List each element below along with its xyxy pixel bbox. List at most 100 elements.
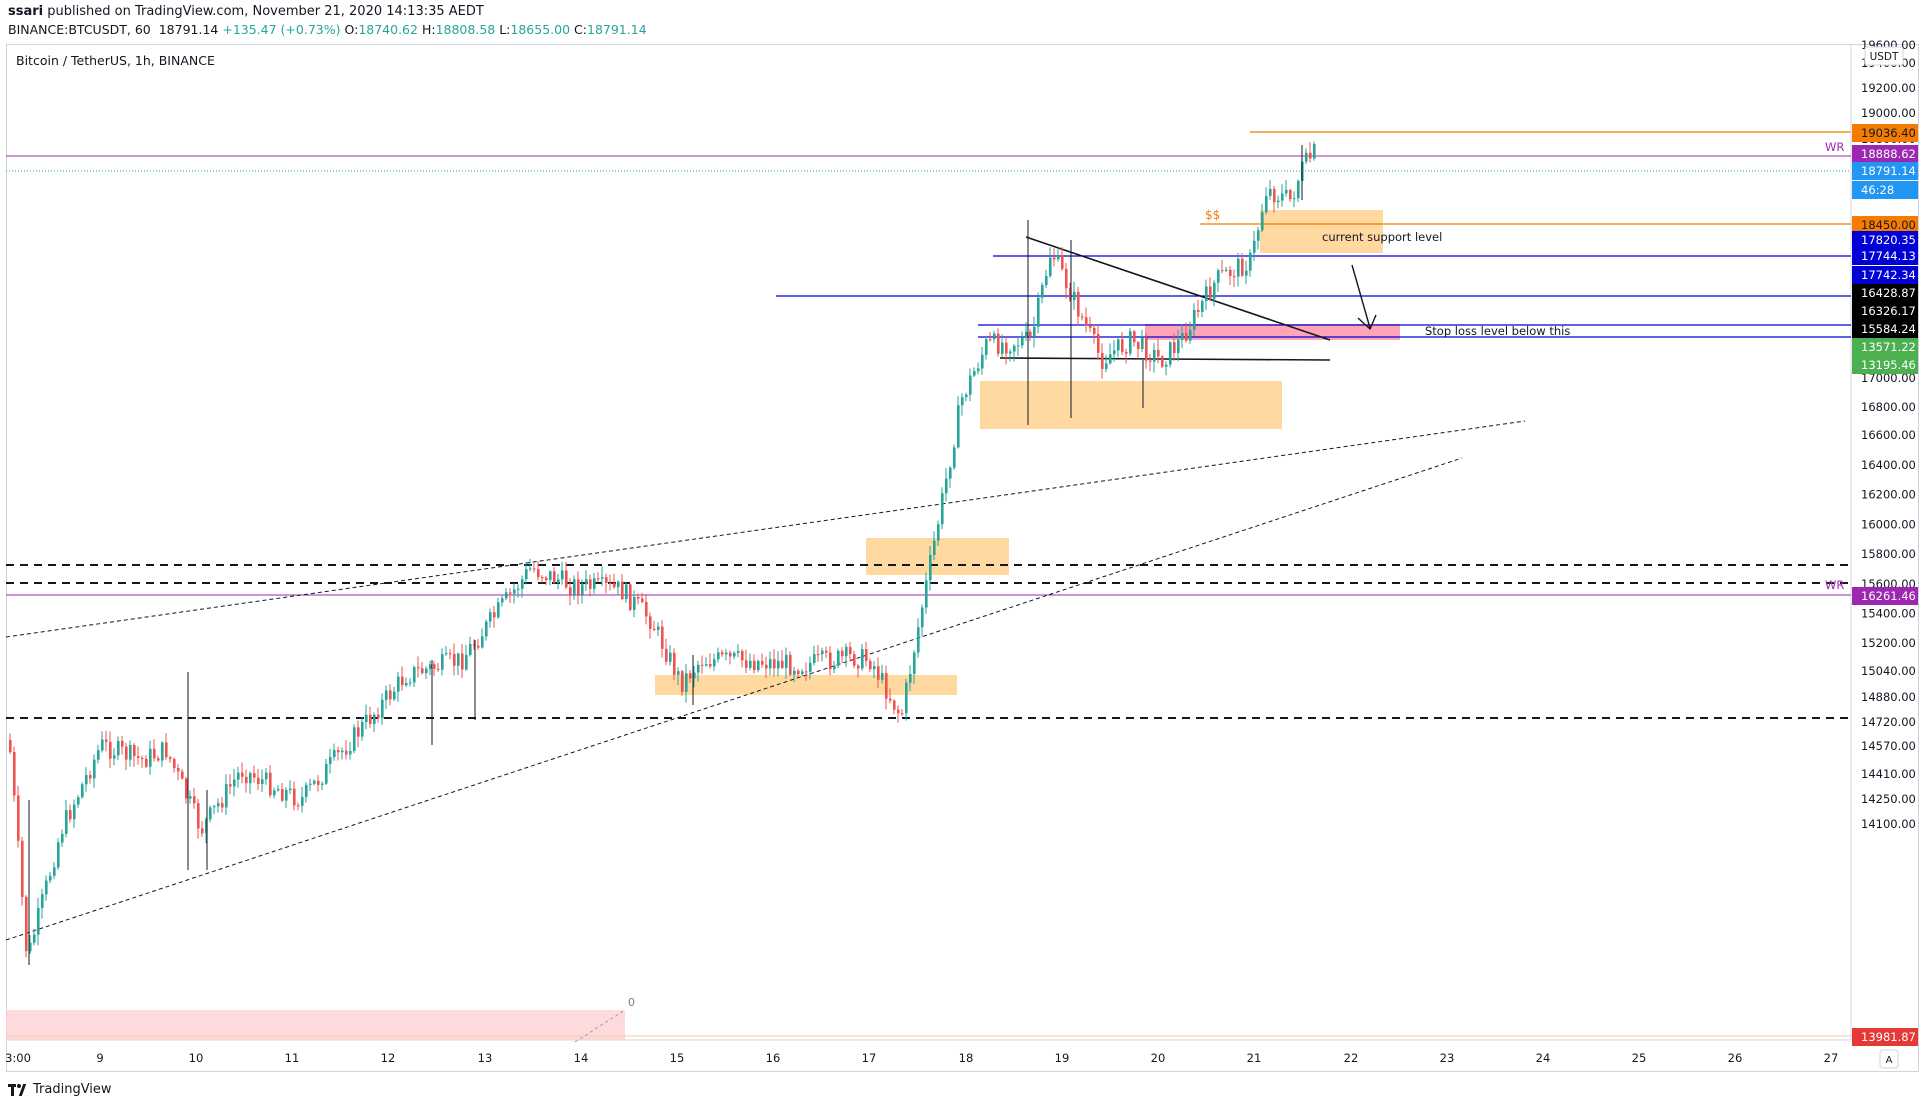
candle-body — [557, 579, 560, 583]
candle-body — [945, 478, 948, 494]
candle-body — [1137, 342, 1140, 349]
candle-body — [1109, 354, 1112, 364]
candle-body — [417, 667, 420, 669]
price-tag-bg — [1852, 302, 1918, 320]
chart-frame[interactable] — [6, 44, 1919, 1072]
candle-body — [553, 571, 556, 583]
price-tag-text: 19036.40 — [1861, 126, 1916, 140]
candle-body — [1097, 334, 1100, 353]
price-tag: 18450.00 — [1852, 216, 1918, 234]
x-tick-label: 25 — [1632, 1051, 1647, 1065]
candle-body — [309, 783, 312, 785]
auto-scale-button[interactable]: A — [1879, 1049, 1899, 1069]
candle-body — [905, 682, 908, 714]
candle-body — [1021, 337, 1024, 346]
tradingview-logo[interactable]: TradingView — [8, 1082, 112, 1097]
candle-body — [1233, 275, 1236, 277]
candle-body — [1005, 342, 1008, 354]
publish-text: published on TradingView.com, November 2… — [47, 4, 484, 19]
candle-body — [341, 750, 344, 753]
candle-body — [389, 690, 392, 700]
candle-body — [61, 833, 64, 843]
candle-body — [869, 660, 872, 670]
bottom-pink-zone — [6, 1010, 625, 1040]
candle-body — [1013, 345, 1016, 352]
candle-body — [329, 756, 332, 764]
candle-body — [809, 662, 812, 672]
candle-body — [25, 896, 28, 952]
candle-body — [221, 803, 224, 808]
candle-body — [469, 643, 472, 655]
candle-body — [1041, 284, 1044, 298]
candle-body — [161, 742, 164, 761]
high-label: H: — [421, 22, 436, 37]
y-tick-label: 15200.00 — [1861, 636, 1916, 650]
dotted-trendline-upper — [5, 420, 1526, 638]
candle-body — [449, 653, 452, 655]
candle-body — [817, 654, 820, 656]
x-tick-label: 11 — [285, 1051, 300, 1065]
candle-body — [229, 784, 232, 787]
candle-body — [493, 612, 496, 618]
price-tag-text: 17744.13 — [1861, 249, 1916, 263]
candle-body — [925, 580, 928, 608]
candle-body — [49, 875, 52, 881]
price-tag-bg — [1852, 320, 1918, 338]
open-value: 18740.62 — [358, 22, 418, 37]
candle-body — [1313, 144, 1316, 159]
candle-body — [217, 803, 220, 807]
candle-body — [405, 683, 408, 686]
price-tag-bg — [1852, 338, 1918, 356]
x-tick-label: 22 — [1344, 1051, 1359, 1065]
candle-body — [205, 819, 208, 834]
candle-body — [581, 584, 584, 595]
candle-body — [629, 584, 632, 610]
last-price: 18791.14 — [158, 22, 219, 37]
candle-body — [53, 867, 56, 876]
candle-body — [465, 654, 468, 670]
author-name[interactable]: ssari — [8, 4, 44, 19]
candle-body — [213, 806, 216, 808]
price-tag: 16261.46 — [1852, 587, 1918, 605]
y-tick-label: 19200.00 — [1861, 81, 1916, 95]
candle-body — [429, 664, 432, 669]
candle-body — [509, 592, 512, 594]
candle-body — [561, 570, 564, 580]
candle-body — [113, 755, 116, 759]
candle-body — [421, 668, 424, 674]
candle-body — [117, 740, 120, 756]
candle-body — [825, 650, 828, 653]
candle-body — [301, 796, 304, 806]
candle-body — [225, 784, 228, 808]
candle-body — [1009, 351, 1012, 354]
footer-brand: TradingView — [33, 1082, 112, 1097]
candle-body — [857, 665, 860, 669]
candle-body — [665, 648, 668, 662]
x-tick-label: 26 — [1728, 1051, 1743, 1065]
candle-body — [721, 652, 724, 655]
y-tick-label: 16600.00 — [1861, 428, 1916, 442]
candle-body — [381, 699, 384, 719]
candle-body — [1245, 270, 1248, 276]
candle-body — [145, 758, 148, 767]
candle-body — [821, 650, 824, 655]
candle-body — [73, 804, 76, 820]
candle-body — [249, 773, 252, 784]
candle-body — [577, 579, 580, 595]
candle-body — [357, 727, 360, 737]
price-tag-text: 13195.46 — [1861, 358, 1916, 372]
candle-body — [585, 579, 588, 585]
candle-body — [785, 654, 788, 668]
candle-body — [549, 571, 552, 581]
candle-body — [193, 796, 196, 804]
candle-body — [689, 673, 692, 679]
candle-body — [185, 778, 188, 799]
candle-body — [89, 774, 92, 779]
x-tick-label: 19 — [1055, 1051, 1070, 1065]
high-value: 18808.58 — [435, 22, 496, 37]
candle-body — [1117, 339, 1120, 351]
candle-body — [1185, 333, 1188, 341]
candle-body — [669, 652, 672, 662]
price-tag: 15584.24 — [1852, 320, 1918, 338]
